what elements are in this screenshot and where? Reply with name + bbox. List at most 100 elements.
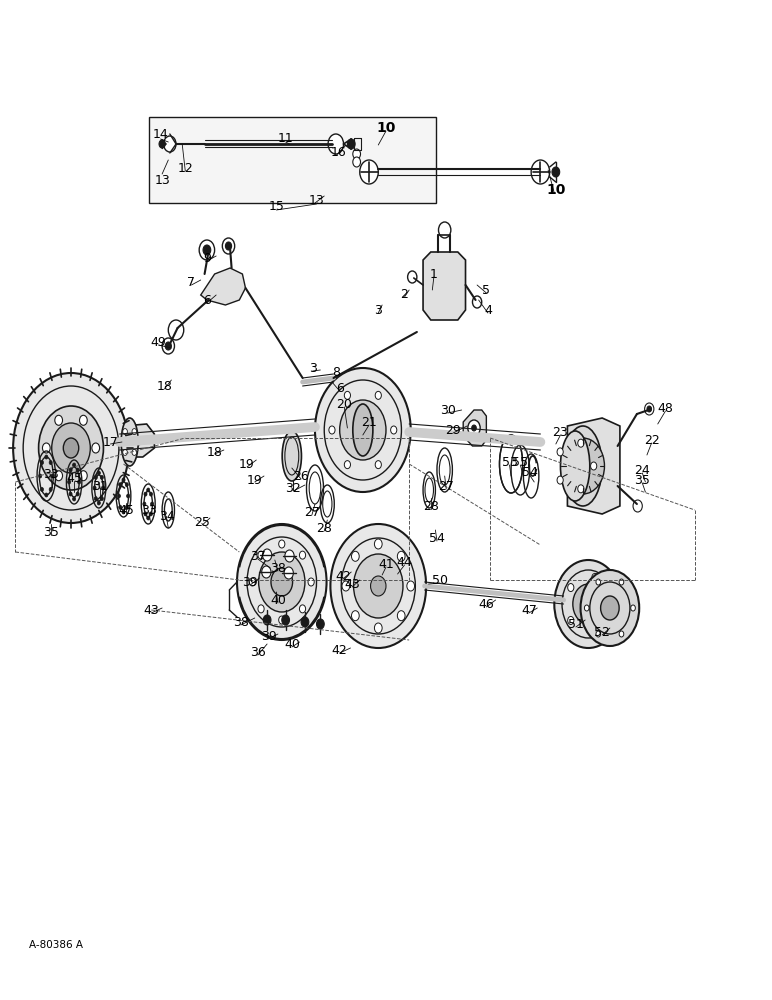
Text: 10: 10 <box>376 121 396 135</box>
Text: 8: 8 <box>333 365 340 378</box>
Text: 49: 49 <box>151 336 166 349</box>
Circle shape <box>125 483 128 487</box>
Circle shape <box>328 134 344 154</box>
Text: 30: 30 <box>440 403 455 416</box>
Circle shape <box>118 439 123 445</box>
Circle shape <box>353 157 361 167</box>
Text: 34: 34 <box>159 510 174 522</box>
Circle shape <box>76 468 80 472</box>
Circle shape <box>117 494 120 498</box>
Circle shape <box>285 550 294 562</box>
Circle shape <box>371 576 386 596</box>
Text: 12: 12 <box>178 161 193 174</box>
Circle shape <box>330 524 426 648</box>
Circle shape <box>73 497 76 501</box>
Circle shape <box>375 461 381 469</box>
Circle shape <box>353 149 361 159</box>
Circle shape <box>39 474 42 478</box>
Circle shape <box>344 461 350 469</box>
Circle shape <box>162 338 174 354</box>
Polygon shape <box>463 410 486 446</box>
Text: 13: 13 <box>154 174 170 186</box>
Circle shape <box>127 494 130 498</box>
Text: 1: 1 <box>430 267 438 280</box>
Text: 37: 37 <box>250 550 266 562</box>
Text: 36: 36 <box>250 646 266 658</box>
Circle shape <box>143 502 146 506</box>
Ellipse shape <box>560 431 590 501</box>
Circle shape <box>69 492 72 496</box>
Circle shape <box>375 391 381 399</box>
Circle shape <box>472 425 476 431</box>
Circle shape <box>645 403 654 415</box>
Text: 9: 9 <box>203 251 211 264</box>
Text: 44: 44 <box>397 556 412 568</box>
Text: 6: 6 <box>203 294 211 306</box>
Circle shape <box>557 448 564 456</box>
Circle shape <box>577 439 584 447</box>
Circle shape <box>263 615 271 625</box>
Circle shape <box>73 463 76 467</box>
Text: 23: 23 <box>553 426 568 438</box>
Circle shape <box>147 516 150 520</box>
Circle shape <box>262 566 271 578</box>
Circle shape <box>69 468 72 472</box>
Circle shape <box>225 242 232 250</box>
Circle shape <box>119 483 122 487</box>
Circle shape <box>407 581 415 591</box>
Circle shape <box>249 578 256 586</box>
Circle shape <box>398 551 405 561</box>
Text: 52: 52 <box>594 626 610 639</box>
Circle shape <box>258 551 264 559</box>
Text: 53: 53 <box>502 456 517 468</box>
Ellipse shape <box>564 426 602 506</box>
Text: 26: 26 <box>293 470 309 483</box>
Circle shape <box>151 502 154 506</box>
Circle shape <box>271 568 293 596</box>
Circle shape <box>619 631 624 637</box>
Circle shape <box>259 552 305 612</box>
Circle shape <box>567 616 574 624</box>
Circle shape <box>49 461 52 465</box>
Circle shape <box>147 488 150 492</box>
Ellipse shape <box>119 424 133 456</box>
Circle shape <box>374 623 382 633</box>
Circle shape <box>262 549 272 561</box>
Circle shape <box>583 597 594 611</box>
Circle shape <box>531 160 550 184</box>
Text: 48: 48 <box>658 401 673 414</box>
Circle shape <box>301 617 309 627</box>
Text: 55: 55 <box>513 456 528 468</box>
Text: 27: 27 <box>438 480 454 492</box>
Text: 18: 18 <box>207 446 222 458</box>
Circle shape <box>168 320 184 340</box>
Circle shape <box>100 497 103 501</box>
Text: 11: 11 <box>278 131 293 144</box>
Text: 28: 28 <box>423 499 438 512</box>
Circle shape <box>55 415 63 425</box>
Text: 10: 10 <box>546 183 566 197</box>
Text: 41: 41 <box>378 558 394 570</box>
Circle shape <box>561 438 604 494</box>
Polygon shape <box>423 252 466 320</box>
Circle shape <box>165 342 171 350</box>
Circle shape <box>398 611 405 621</box>
Text: 31: 31 <box>93 480 108 492</box>
Circle shape <box>607 600 613 608</box>
Text: 46: 46 <box>479 597 494 610</box>
Circle shape <box>97 471 100 475</box>
Text: A-80386 A: A-80386 A <box>29 940 83 950</box>
Circle shape <box>49 487 52 491</box>
Circle shape <box>237 524 327 640</box>
Text: 51: 51 <box>568 617 584 631</box>
Text: 25: 25 <box>195 516 210 528</box>
Circle shape <box>127 426 131 432</box>
Text: 2: 2 <box>401 288 408 300</box>
Text: 27: 27 <box>304 506 320 518</box>
Circle shape <box>581 570 639 646</box>
Text: 17: 17 <box>103 436 118 448</box>
Circle shape <box>76 492 80 496</box>
Circle shape <box>45 455 48 459</box>
Circle shape <box>552 167 560 177</box>
Circle shape <box>591 462 597 470</box>
